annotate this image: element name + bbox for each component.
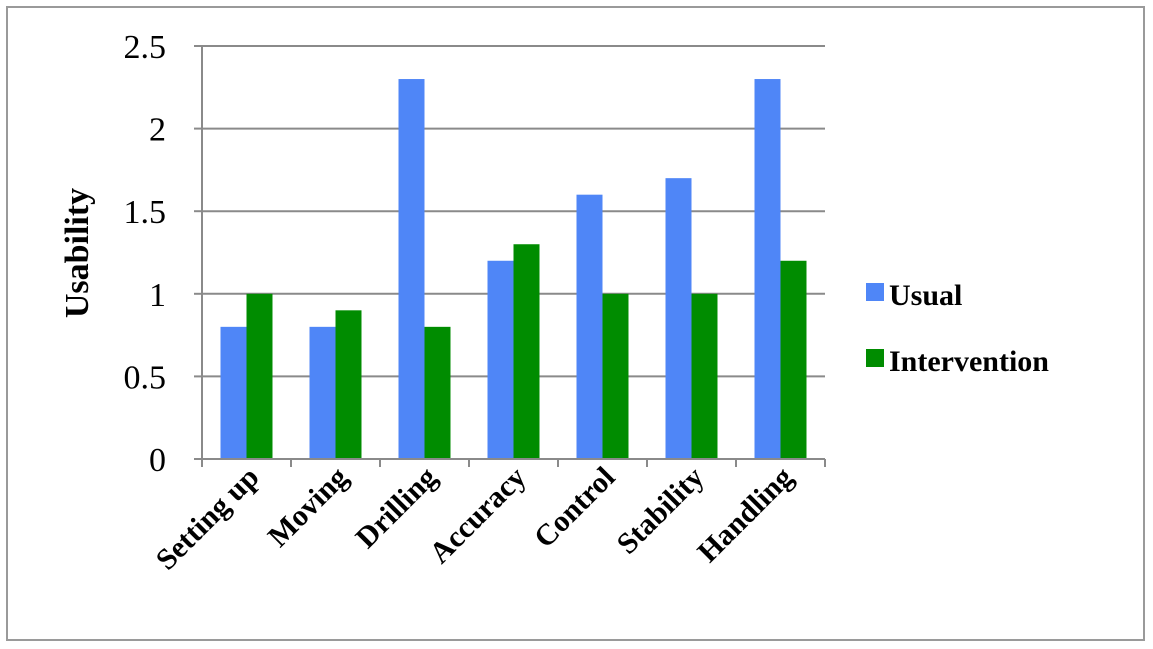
bar-intervention-stability bbox=[691, 293, 718, 459]
x-tick-label: Accuracy bbox=[423, 461, 532, 570]
y-tick-label: 0 bbox=[149, 442, 166, 479]
x-tick-label: Moving bbox=[262, 461, 355, 554]
legend-label-usual: Usual bbox=[889, 279, 962, 312]
x-tick-labels: Setting upMovingDrillingAccuracyControlS… bbox=[150, 461, 800, 577]
y-axis-label: Usability bbox=[59, 188, 96, 318]
bar-usual-moving bbox=[309, 326, 336, 459]
y-tick-label: 2.5 bbox=[124, 29, 167, 66]
bar-intervention-drilling bbox=[424, 326, 451, 459]
bar-usual-control bbox=[576, 194, 603, 459]
bars bbox=[220, 79, 807, 459]
bar-usual-handling bbox=[754, 79, 781, 459]
bar-intervention-setting-up bbox=[246, 293, 273, 459]
axes bbox=[194, 45, 826, 467]
y-tick-label: 1 bbox=[149, 277, 166, 314]
x-tick-label: Handling bbox=[691, 461, 799, 569]
legend-swatch-intervention bbox=[866, 349, 884, 367]
legend-swatch-usual bbox=[866, 283, 884, 301]
y-tick-labels: 0 0.5 1 1.5 2 2.5 bbox=[124, 29, 167, 479]
chart-frame bbox=[6, 6, 1145, 641]
legend-label-intervention: Intervention bbox=[889, 345, 1049, 378]
legend: Usual Intervention bbox=[866, 279, 1049, 378]
y-tick-label: 2 bbox=[149, 112, 166, 149]
bar-intervention-accuracy bbox=[513, 244, 540, 459]
bar-intervention-moving bbox=[335, 310, 362, 459]
y-tick-label: 0.5 bbox=[124, 359, 167, 396]
bar-usual-stability bbox=[665, 178, 692, 459]
bar-usual-drilling bbox=[398, 79, 425, 459]
bar-usual-setting-up bbox=[220, 326, 247, 459]
bar-intervention-control bbox=[602, 293, 629, 459]
x-tick-label: Control bbox=[528, 461, 622, 555]
x-tick-label: Setting up bbox=[150, 461, 266, 577]
y-tick-label: 1.5 bbox=[124, 194, 167, 231]
bar-usual-accuracy bbox=[487, 260, 514, 459]
bar-intervention-handling bbox=[780, 260, 807, 459]
